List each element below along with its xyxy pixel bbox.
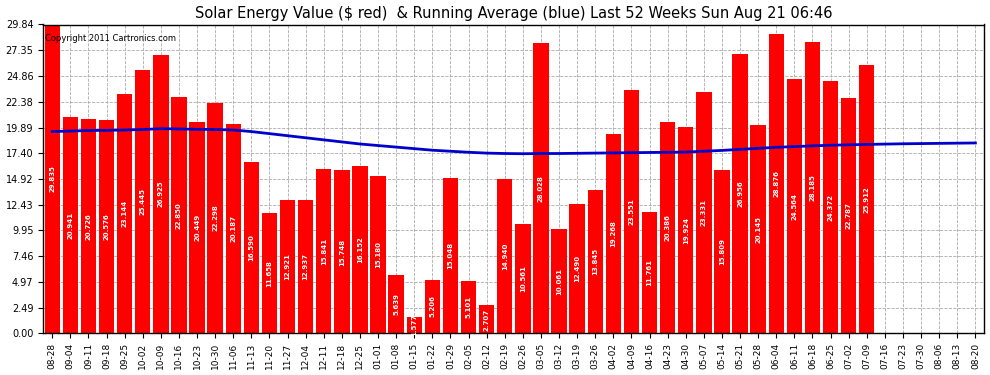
Text: 23.331: 23.331 [701, 199, 707, 226]
Bar [189, 122, 205, 333]
Text: 2.707: 2.707 [484, 308, 490, 330]
Bar [497, 179, 513, 333]
Text: 5.639: 5.639 [393, 293, 399, 315]
Text: 22.850: 22.850 [176, 202, 182, 228]
Text: 20.187: 20.187 [231, 216, 237, 243]
Bar [714, 170, 730, 333]
Text: 20.941: 20.941 [67, 211, 73, 238]
Bar [534, 43, 548, 333]
Bar [461, 280, 476, 333]
Text: 10.561: 10.561 [520, 266, 526, 292]
Bar [99, 120, 114, 333]
Text: 24.564: 24.564 [791, 193, 797, 220]
Bar [733, 54, 747, 333]
Bar [226, 124, 241, 333]
Bar [750, 125, 766, 333]
Text: Copyright 2011 Cartronics.com: Copyright 2011 Cartronics.com [45, 34, 176, 43]
Text: 16.152: 16.152 [357, 237, 363, 263]
Bar [117, 94, 133, 333]
Text: 12.937: 12.937 [303, 253, 309, 280]
Text: 14.940: 14.940 [502, 243, 508, 270]
Bar [45, 24, 60, 333]
Bar [62, 117, 78, 333]
Bar [805, 42, 820, 333]
Bar [696, 92, 712, 333]
Text: 5.206: 5.206 [430, 296, 436, 318]
Bar [859, 65, 874, 333]
Text: 1.577: 1.577 [411, 314, 417, 336]
Text: 15.048: 15.048 [447, 242, 453, 269]
Text: 26.956: 26.956 [738, 181, 743, 207]
Text: 12.490: 12.490 [574, 255, 580, 282]
Text: 25.912: 25.912 [864, 186, 870, 213]
Text: 24.372: 24.372 [828, 194, 834, 221]
Bar [569, 204, 585, 333]
Bar [678, 127, 693, 333]
Bar [388, 275, 404, 333]
Bar [352, 166, 367, 333]
Bar [370, 176, 386, 333]
Bar [660, 122, 675, 333]
Bar [407, 317, 422, 333]
Text: 11.761: 11.761 [646, 259, 652, 286]
Bar [787, 79, 802, 333]
Text: 28.028: 28.028 [538, 175, 544, 202]
Text: 20.449: 20.449 [194, 214, 200, 241]
Bar [244, 162, 259, 333]
Bar [298, 200, 313, 333]
Text: 10.061: 10.061 [556, 268, 562, 295]
Bar [587, 190, 603, 333]
Bar [443, 178, 458, 333]
Text: 12.921: 12.921 [284, 253, 290, 280]
Text: 23.551: 23.551 [629, 198, 635, 225]
Bar [624, 90, 640, 333]
Title: Solar Energy Value ($ red)  & Running Average (blue) Last 52 Weeks Sun Aug 21 06: Solar Energy Value ($ red) & Running Ave… [195, 6, 833, 21]
Text: 16.590: 16.590 [248, 234, 254, 261]
Text: 5.101: 5.101 [465, 296, 471, 318]
Bar [316, 170, 332, 333]
Bar [642, 212, 657, 333]
Bar [335, 170, 349, 333]
Bar [261, 213, 277, 333]
Bar [841, 98, 856, 333]
Text: 23.144: 23.144 [122, 200, 128, 227]
Bar [171, 97, 186, 333]
Bar [81, 119, 96, 333]
Bar [153, 55, 168, 333]
Text: 15.841: 15.841 [321, 238, 327, 265]
Text: 13.845: 13.845 [592, 248, 598, 275]
Text: 15.809: 15.809 [719, 238, 725, 265]
Bar [280, 200, 295, 333]
Text: 20.576: 20.576 [104, 214, 110, 240]
Bar [551, 229, 566, 333]
Bar [425, 280, 440, 333]
Text: 15.748: 15.748 [339, 238, 345, 266]
Text: 20.145: 20.145 [755, 216, 761, 243]
Text: 28.876: 28.876 [773, 171, 779, 197]
Bar [135, 70, 150, 333]
Text: 25.445: 25.445 [140, 188, 146, 215]
Bar [208, 103, 223, 333]
Bar [515, 224, 531, 333]
Bar [479, 306, 494, 333]
Text: 15.180: 15.180 [375, 242, 381, 268]
Text: 19.268: 19.268 [611, 220, 617, 247]
Bar [768, 34, 784, 333]
Text: 11.658: 11.658 [266, 260, 272, 286]
Bar [606, 134, 621, 333]
Text: 26.925: 26.925 [157, 181, 163, 207]
Text: 22.787: 22.787 [845, 202, 851, 229]
Text: 20.386: 20.386 [664, 214, 670, 242]
Text: 20.726: 20.726 [85, 213, 91, 240]
Bar [823, 81, 839, 333]
Text: 29.835: 29.835 [50, 166, 55, 192]
Text: 28.185: 28.185 [810, 174, 816, 201]
Text: 22.298: 22.298 [212, 205, 218, 231]
Text: 19.924: 19.924 [683, 217, 689, 244]
